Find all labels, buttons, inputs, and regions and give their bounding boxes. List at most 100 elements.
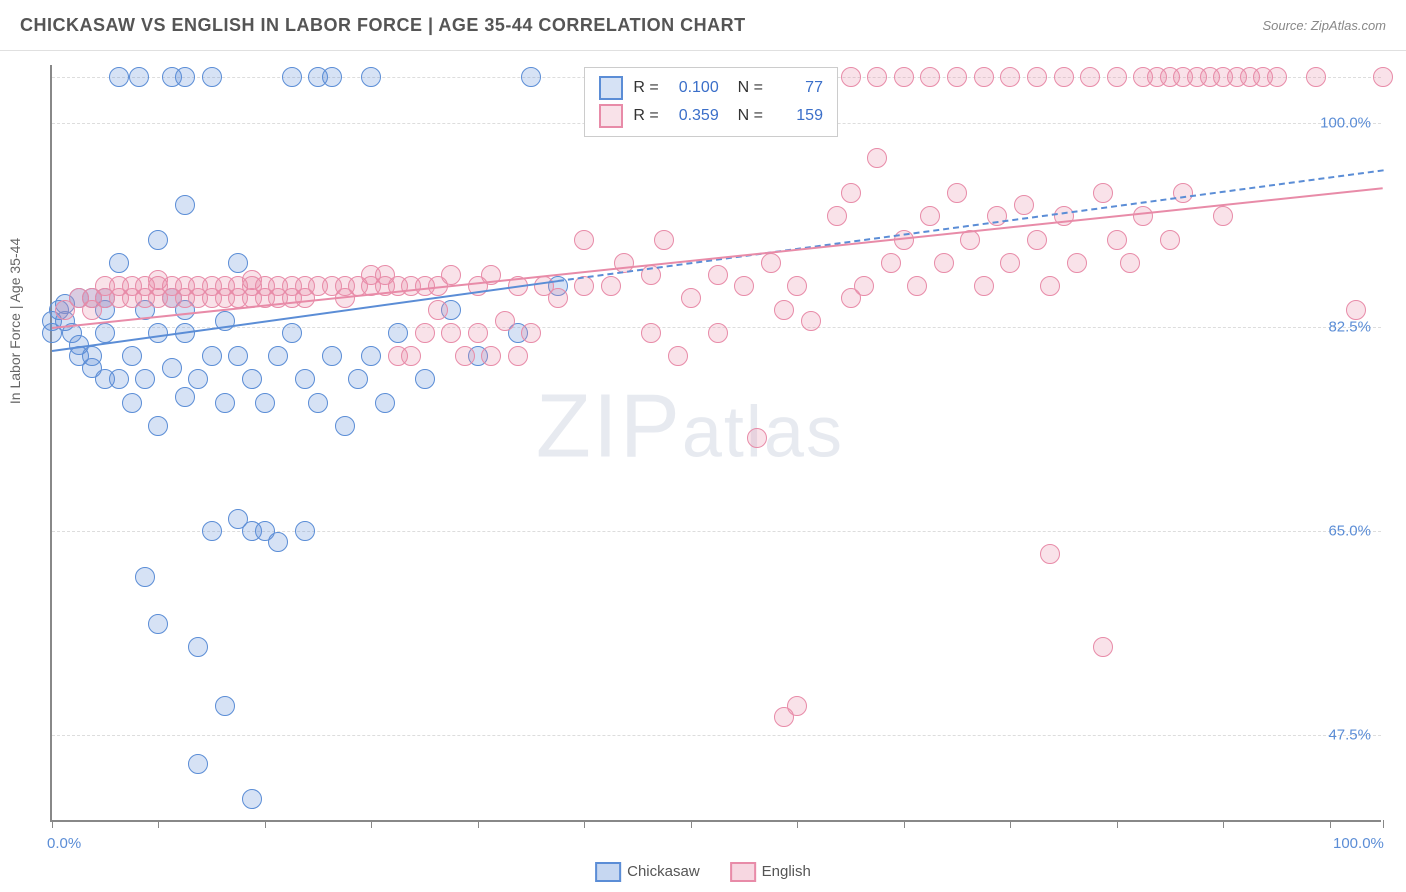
scatter-point <box>188 637 208 657</box>
scatter-point <box>428 300 448 320</box>
scatter-point <box>109 369 129 389</box>
scatter-point <box>548 288 568 308</box>
x-tick <box>265 820 266 828</box>
scatter-point <box>495 311 515 331</box>
x-tick <box>52 820 53 828</box>
x-tick <box>371 820 372 828</box>
scatter-point <box>947 67 967 87</box>
scatter-point <box>175 195 195 215</box>
stat-r-value: 0.359 <box>669 107 719 125</box>
scatter-point <box>747 428 767 448</box>
scatter-point <box>1173 183 1193 203</box>
stat-r-label: R = <box>633 107 658 125</box>
scatter-point <box>188 369 208 389</box>
scatter-point <box>801 311 821 331</box>
scatter-point <box>188 754 208 774</box>
scatter-point <box>415 369 435 389</box>
scatter-point <box>1040 544 1060 564</box>
scatter-point <box>1000 67 1020 87</box>
scatter-point <box>109 253 129 273</box>
legend-swatch <box>730 862 756 882</box>
x-tick-label: 100.0% <box>1333 835 1384 852</box>
scatter-point <box>1267 67 1287 87</box>
scatter-point <box>348 369 368 389</box>
legend-swatch <box>595 862 621 882</box>
scatter-point <box>708 323 728 343</box>
scatter-point <box>455 346 475 366</box>
scatter-point <box>1213 206 1233 226</box>
scatter-point <box>401 346 421 366</box>
scatter-point <box>148 230 168 250</box>
scatter-point <box>268 346 288 366</box>
scatter-point <box>148 614 168 634</box>
scatter-point <box>322 67 342 87</box>
stats-legend-row: R =0.359 N =159 <box>599 102 823 130</box>
stat-n-label: N = <box>729 79 763 97</box>
scatter-point <box>1160 230 1180 250</box>
scatter-point <box>388 323 408 343</box>
scatter-point <box>1067 253 1087 273</box>
x-tick-label: 0.0% <box>47 835 81 852</box>
scatter-point <box>601 276 621 296</box>
scatter-point <box>787 276 807 296</box>
scatter-point <box>1040 276 1060 296</box>
scatter-point <box>894 67 914 87</box>
stat-r-value: 0.100 <box>669 79 719 97</box>
scatter-point <box>641 323 661 343</box>
plot-area: ZIPatlas 47.5%65.0%82.5%100.0%0.0%100.0%… <box>50 65 1381 822</box>
x-tick <box>1117 820 1118 828</box>
trend-line <box>558 170 1383 283</box>
scatter-point <box>907 276 927 296</box>
scatter-point <box>774 300 794 320</box>
source-label: Source: ZipAtlas.com <box>1262 18 1386 33</box>
scatter-point <box>1133 206 1153 226</box>
stat-n-value: 77 <box>773 79 823 97</box>
scatter-point <box>162 358 182 378</box>
scatter-point <box>1306 67 1326 87</box>
scatter-point <box>135 567 155 587</box>
scatter-point <box>761 253 781 273</box>
stats-legend-row: R =0.100 N =77 <box>599 74 823 102</box>
scatter-point <box>375 393 395 413</box>
scatter-point <box>1373 67 1393 87</box>
scatter-point <box>481 346 501 366</box>
bottom-legend-item: English <box>730 862 811 882</box>
x-tick <box>691 820 692 828</box>
gridline <box>52 735 1381 736</box>
scatter-point <box>1000 253 1020 273</box>
x-tick <box>904 820 905 828</box>
scatter-point <box>521 67 541 87</box>
x-tick <box>478 820 479 828</box>
chart-container: CHICKASAW VS ENGLISH IN LABOR FORCE | AG… <box>0 0 1406 892</box>
scatter-point <box>215 696 235 716</box>
scatter-point <box>148 416 168 436</box>
scatter-point <box>322 346 342 366</box>
x-tick <box>158 820 159 828</box>
x-tick <box>1383 820 1384 828</box>
y-tick-label: 100.0% <box>1320 115 1371 132</box>
scatter-point <box>508 346 528 366</box>
scatter-point <box>415 323 435 343</box>
scatter-point <box>361 67 381 87</box>
scatter-point <box>934 253 954 273</box>
y-tick-label: 47.5% <box>1328 726 1371 743</box>
scatter-point <box>521 323 541 343</box>
scatter-point <box>295 369 315 389</box>
scatter-point <box>228 346 248 366</box>
scatter-point <box>1080 67 1100 87</box>
legend-swatch <box>599 104 623 128</box>
y-tick-label: 65.0% <box>1328 522 1371 539</box>
scatter-point <box>215 393 235 413</box>
legend-swatch <box>599 76 623 100</box>
scatter-point <box>920 67 940 87</box>
scatter-point <box>974 67 994 87</box>
scatter-point <box>1107 67 1127 87</box>
scatter-point <box>681 288 701 308</box>
scatter-point <box>468 323 488 343</box>
stats-legend: R =0.100 N =77R =0.359 N =159 <box>584 67 838 137</box>
scatter-point <box>122 393 142 413</box>
scatter-point <box>1054 67 1074 87</box>
scatter-point <box>867 67 887 87</box>
scatter-point <box>175 387 195 407</box>
scatter-point <box>867 148 887 168</box>
